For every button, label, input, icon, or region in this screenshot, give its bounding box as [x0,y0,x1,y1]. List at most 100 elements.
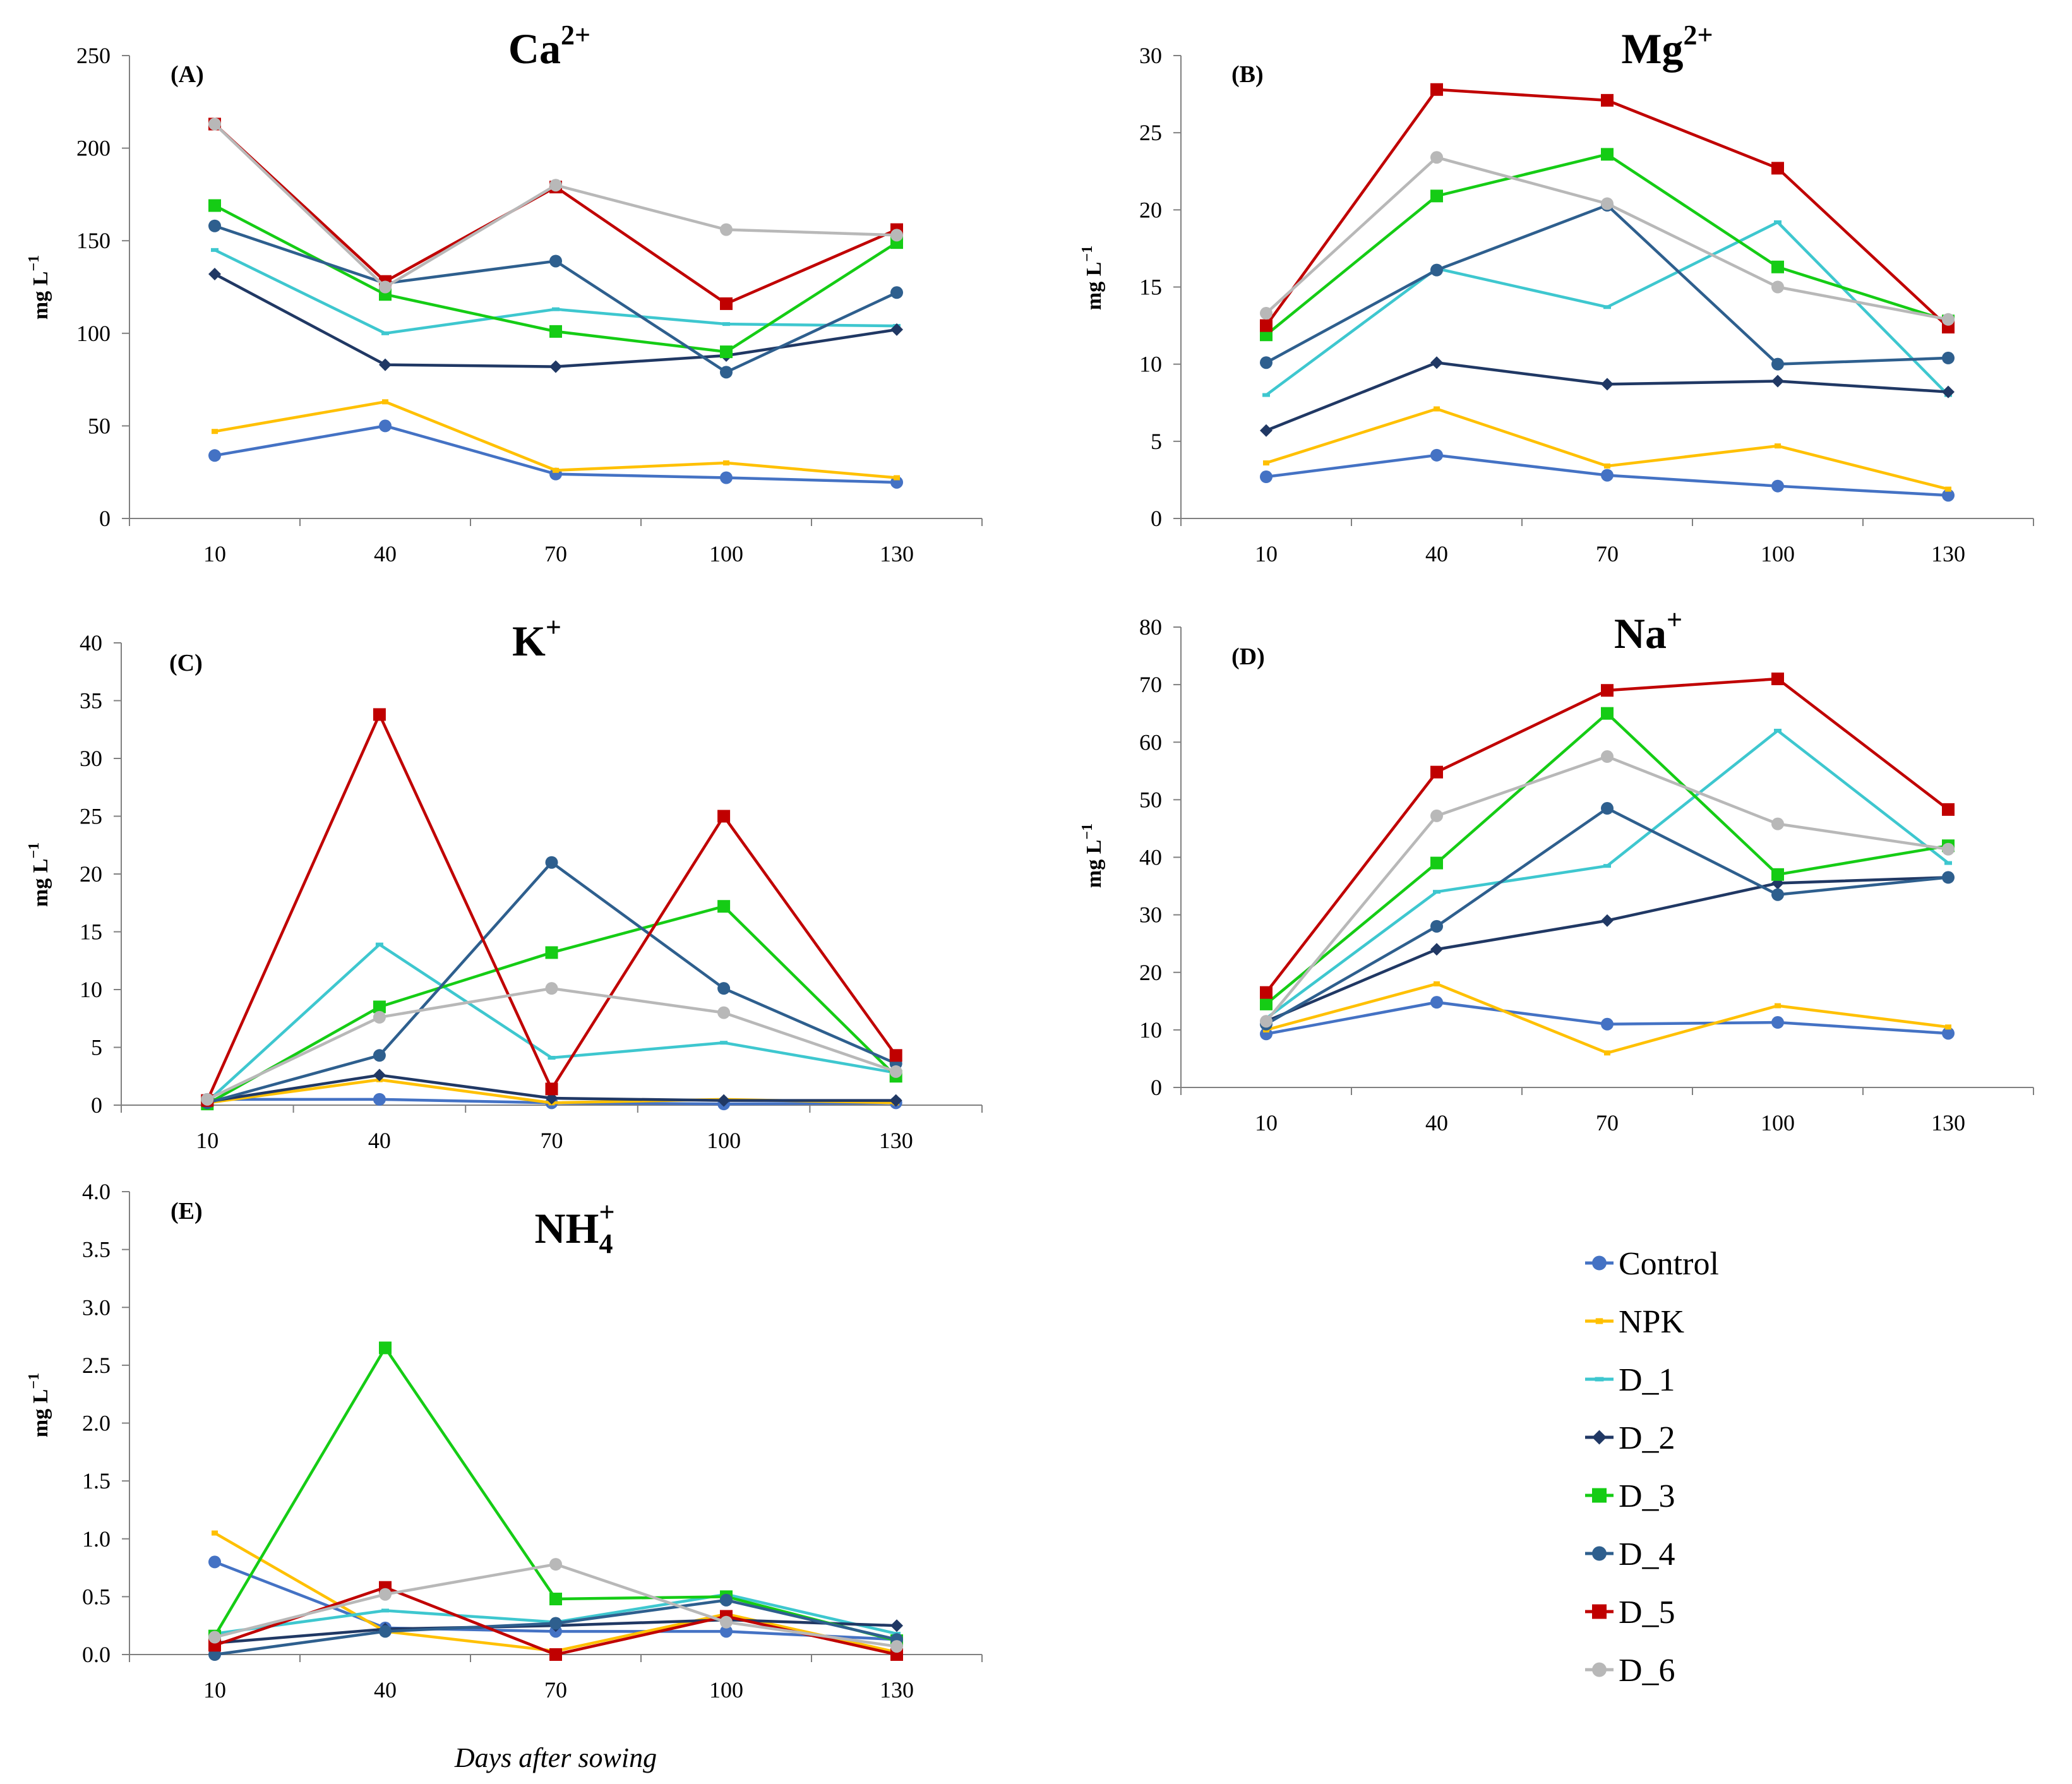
data-point-d-6 [720,1615,733,1629]
series-d-3 [1260,148,1955,342]
data-point-d-1 [1944,861,1952,865]
legend-label: Control [1619,1246,1719,1282]
panel-e: 0.0 0.5 1.0 1.5 2.0 2.5 3.0 3.5 4.0 10 40 70 100 130 N… [26,1179,983,1773]
data-point-d-6 [1260,1015,1273,1028]
series-line-d-2 [213,272,899,368]
data-point-d-6 [201,1093,214,1106]
data-point-control [1601,1017,1614,1031]
series-line-d-5 [213,123,899,306]
data-point-d-1 [1262,393,1270,397]
data-point-d-3 [549,1593,562,1606]
data-point-npk [1775,443,1781,449]
data-point-d-1 [375,942,383,947]
y-tick-label: 0.0 [82,1642,111,1667]
data-point-d-6 [1430,809,1443,822]
y-tick-label: 60 [1139,729,1162,755]
data-point-d-5 [1430,83,1443,96]
data-point-d-4 [379,1625,392,1638]
y-tick-label: 70 [1139,672,1162,697]
series-d-2 [208,267,903,373]
legend-entry-d-2: D_2 [1585,1420,1675,1456]
legend-label: D_3 [1619,1478,1675,1514]
data-point-d-5 [889,1049,902,1062]
y-tick-label: 30 [80,746,102,771]
y-axis-label: mg L−1 [26,842,52,907]
data-point-d-4 [1260,356,1273,369]
y-tick-label: 35 [80,688,102,714]
data-point-d-6 [1601,197,1614,210]
data-point-npk [1263,460,1269,466]
y-tick-label: 10 [80,977,102,1002]
x-tick-label: 100 [1761,541,1795,566]
data-point-d-3 [1430,189,1443,203]
panel-b: 0 5 10 15 20 25 30 10 40 70 100 130 Mg2+ (B) mg L−1 [1079,20,2034,566]
data-point-d-3 [1771,868,1784,881]
x-tick-label: 40 [1425,541,1448,566]
data-point-d-6 [717,1006,731,1019]
data-point-d-3 [1601,148,1614,161]
legend-entry-d-5: D_5 [1585,1595,1675,1631]
series-line-d-1 [1264,729,1950,1020]
y-tick-label: 40 [80,630,102,656]
data-point-d-1 [1433,890,1440,894]
x-tick-label: 100 [707,1128,741,1153]
x-axis-label: Days after sowing [454,1742,657,1773]
y-axis-label: mg L−1 [26,1373,52,1437]
data-point-d-4 [720,366,733,379]
data-point-d-5 [1601,684,1614,697]
y-tick-label: 1.0 [82,1526,111,1552]
data-point-d-1 [1603,305,1611,309]
data-point-d-3 [208,199,221,212]
y-tick-label: 25 [1139,120,1162,145]
data-point-d-4 [890,286,903,299]
series-line-d-2 [1264,361,1950,432]
y-tick-label: 3.0 [82,1295,111,1320]
panel-label: (A) [171,61,204,88]
x-tick-label: 100 [709,1677,743,1703]
data-point-d-1 [1603,864,1611,868]
series-d-6 [208,117,903,294]
x-tick-label: 40 [1425,1110,1448,1135]
x-tick-label: 70 [544,1677,567,1703]
panel-label: (E) [171,1198,203,1224]
data-point-npk [1604,463,1610,469]
series-d-2 [1260,356,1955,437]
x-tick-label: 10 [196,1128,219,1153]
legend-entry-d-6: D_6 [1585,1653,1675,1689]
data-point-d-3 [717,900,731,913]
legend-swatch-marker [1592,1255,1607,1271]
data-point-d-2 [889,1094,902,1107]
data-point-d-2 [379,358,392,371]
series-d-3 [1260,707,1955,1010]
x-tick-label: 10 [1255,1110,1278,1135]
y-tick-label: 40 [1139,845,1162,870]
data-point-control [208,1555,221,1569]
data-point-d-2 [1771,374,1784,388]
x-tick-label: 70 [541,1128,563,1153]
data-point-d-2 [717,1094,731,1107]
y-tick-label: 0 [1151,506,1162,531]
data-point-d-1 [381,1608,389,1613]
y-tick-label: 5 [1151,429,1162,454]
data-point-d-5 [545,1082,558,1096]
panel-label: (D) [1231,644,1265,670]
panel-title: K+ [512,612,561,665]
data-point-npk [1434,981,1440,986]
series-d-4 [208,219,903,379]
y-tick-label: 15 [80,919,102,945]
data-point-d-2 [890,323,903,336]
series-line-d-1 [206,943,897,1103]
y-tick-label: 15 [1139,275,1162,300]
data-point-d-5 [1601,93,1614,107]
x-tick-label: 130 [879,1128,913,1153]
y-tick-label: 0 [91,1093,102,1118]
x-tick-label: 40 [374,1677,397,1703]
data-point-control [208,449,221,462]
data-point-d-1 [1774,729,1782,733]
data-point-d-6 [889,1065,902,1078]
x-tick-label: 130 [880,541,914,566]
data-point-control [1430,996,1443,1009]
series-npk [212,399,900,481]
data-point-npk [723,460,729,466]
legend-swatch-marker [1595,1318,1603,1324]
